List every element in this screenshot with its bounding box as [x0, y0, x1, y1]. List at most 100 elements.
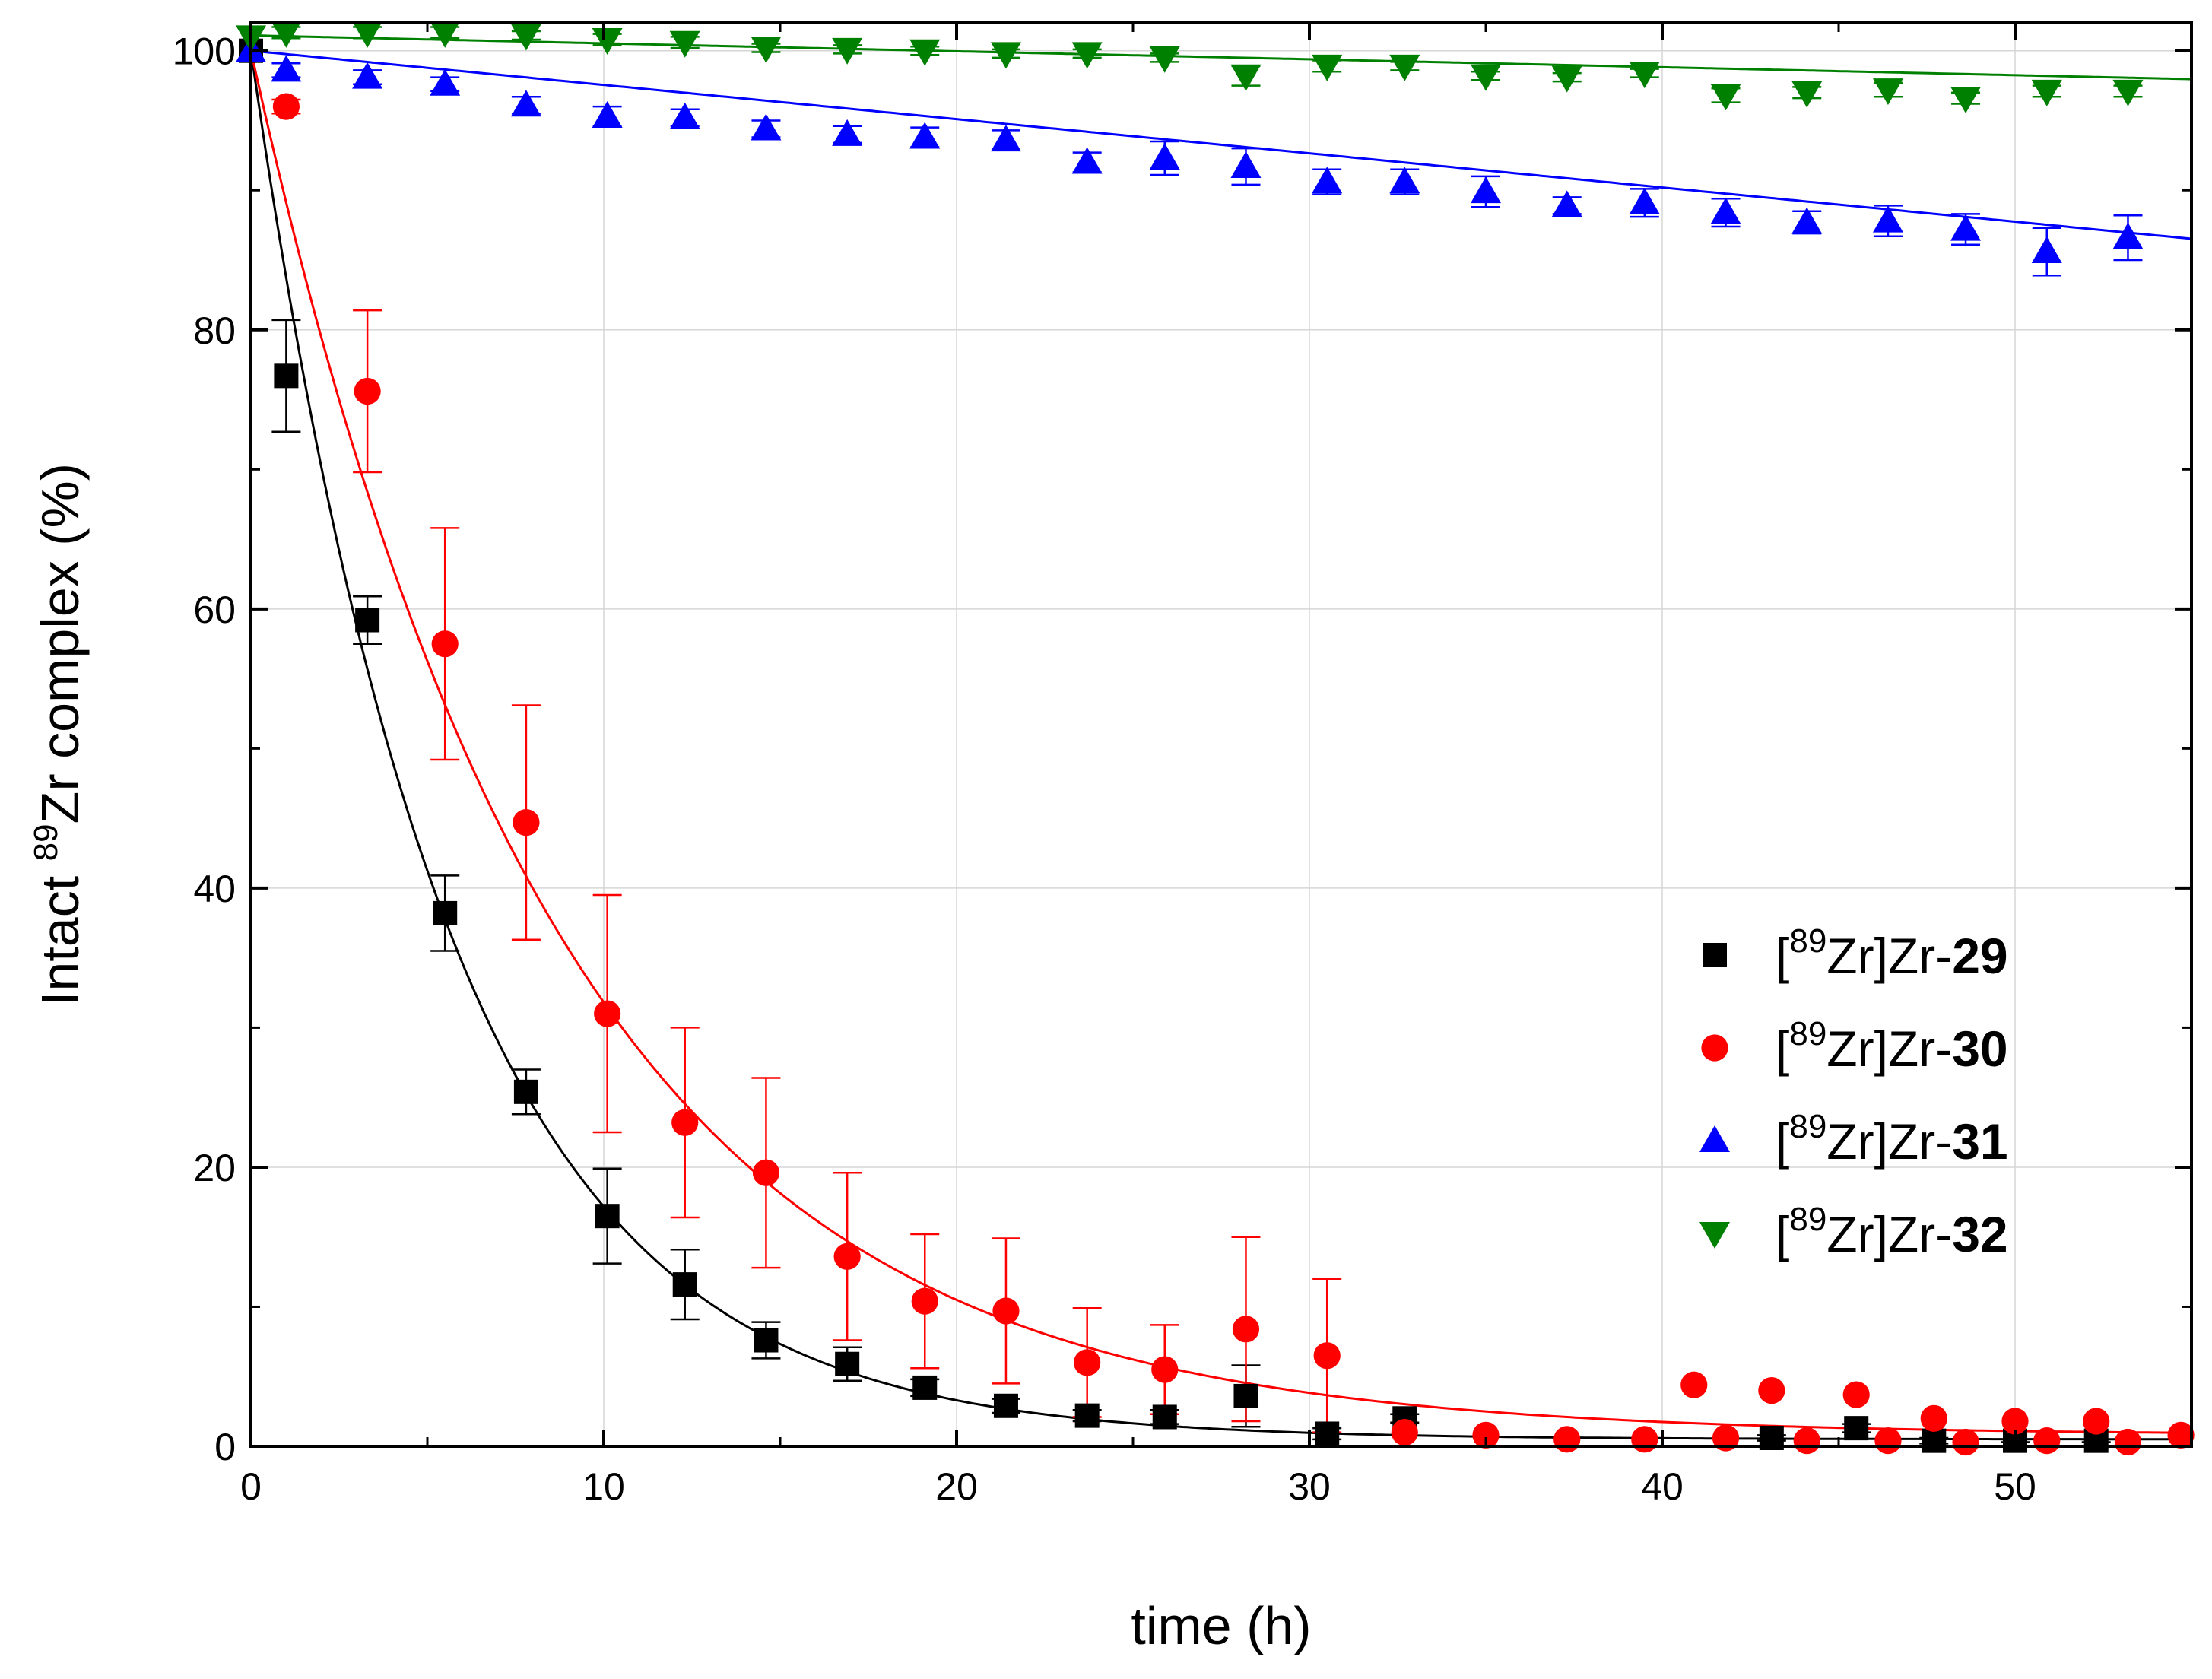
- data-point-triangle-up: [2112, 222, 2144, 249]
- data-point-circle: [1553, 1426, 1581, 1453]
- data-point-circle: [1391, 1419, 1418, 1446]
- data-point-circle: [2001, 1408, 2029, 1435]
- data-point-triangle-up: [1230, 151, 1262, 179]
- data-point-triangle-down: [1950, 87, 1982, 114]
- data-point-circle: [354, 377, 381, 405]
- legend-element: Zr]Zr-: [1826, 1020, 1952, 1077]
- legend-superscript: 89: [1789, 922, 1826, 960]
- data-point-triangle-down: [1710, 84, 1741, 111]
- data-point-triangle-down: [352, 21, 383, 48]
- y-axis-title-superscript: 89: [27, 824, 65, 861]
- data-point-triangle-down: [990, 42, 1021, 69]
- data-point-square: [1233, 1383, 1258, 1408]
- x-tick-label: 40: [1641, 1465, 1684, 1508]
- data-point-square: [835, 1351, 860, 1376]
- data-point-circle: [1151, 1356, 1179, 1383]
- fit-curve-32: [250, 34, 2192, 81]
- data-point-circle: [1631, 1426, 1658, 1453]
- data-point-triangle-down: [1312, 54, 1343, 81]
- data-point-circle: [594, 1000, 621, 1027]
- data-point-triangle-down: [751, 36, 782, 64]
- data-point-square: [355, 608, 380, 633]
- data-point-triangle-up: [510, 90, 541, 117]
- data-point-circle: [1701, 1034, 1728, 1062]
- data-point-triangle-up: [271, 55, 302, 82]
- legend-element: Zr]Zr-: [1826, 1113, 1952, 1170]
- data-point-square: [1315, 1421, 1340, 1446]
- legend-superscript: 89: [1789, 1108, 1826, 1145]
- x-tick-label: 20: [935, 1465, 978, 1508]
- data-point-triangle-down: [669, 30, 700, 58]
- data-point-triangle-down: [1149, 46, 1180, 73]
- data-point-square: [1152, 1404, 1177, 1430]
- data-point-square: [993, 1393, 1018, 1418]
- data-point-circle: [2167, 1421, 2195, 1449]
- legend-compound-number: 29: [1952, 928, 2007, 984]
- data-point-triangle-up: [1312, 167, 1343, 194]
- data-point-circle: [1472, 1421, 1500, 1449]
- data-point-square: [1922, 1428, 1947, 1453]
- data-point-triangle-up: [669, 102, 700, 129]
- data-point-triangle-down: [1471, 64, 1501, 91]
- x-axis-title: time (h): [1131, 1596, 1311, 1655]
- data-point-triangle-down: [832, 37, 863, 65]
- legend-element: Zr]Zr-: [1826, 928, 1952, 984]
- y-tick-label: 0: [214, 1426, 236, 1468]
- data-point-circle: [1074, 1349, 1101, 1376]
- fit-curve-31: [250, 49, 2192, 240]
- x-tick-label: 10: [582, 1465, 625, 1508]
- data-point-circle: [992, 1297, 1020, 1325]
- legend-bracket: [: [1776, 1206, 1789, 1262]
- data-point-circle: [1680, 1371, 1708, 1398]
- data-point-circle: [431, 630, 459, 658]
- x-tick-label: 50: [1994, 1465, 2036, 1508]
- x-tick-label: 30: [1288, 1465, 1331, 1508]
- legend-bracket: [: [1776, 928, 1789, 984]
- data-point-triangle-down: [2031, 79, 2062, 106]
- legend-label-30: [89Zr]Zr-30: [1776, 1015, 2008, 1077]
- data-point-triangle-up: [592, 100, 623, 128]
- data-point-triangle-down: [1872, 78, 1903, 106]
- legend-element: Zr]Zr-: [1826, 1206, 1952, 1262]
- legend-superscript: 89: [1789, 1015, 1826, 1052]
- data-point-circle: [671, 1109, 699, 1136]
- data-point-square: [274, 363, 299, 389]
- data-point-triangle-up: [751, 113, 782, 141]
- data-point-circle: [1842, 1381, 1870, 1408]
- y-tick-label: 20: [193, 1147, 236, 1189]
- y-tick-label: 100: [173, 30, 236, 73]
- data-point-triangle-up: [1389, 167, 1420, 194]
- data-point-circle: [513, 809, 540, 836]
- data-point-triangle-down: [1389, 54, 1420, 81]
- data-point-circle: [1952, 1428, 1979, 1456]
- data-point-square: [754, 1328, 779, 1353]
- data-point-circle: [2083, 1408, 2110, 1435]
- data-point-triangle-up: [1071, 147, 1103, 174]
- data-point-square: [672, 1272, 697, 1297]
- y-tick-label: 60: [193, 589, 236, 631]
- data-point-circle: [1758, 1376, 1785, 1404]
- data-point-triangle-down: [510, 24, 541, 51]
- data-point-triangle-down: [2112, 79, 2144, 106]
- data-point-circle: [1712, 1424, 1740, 1452]
- legend-compound-number: 30: [1952, 1020, 2007, 1077]
- data-point-square: [912, 1375, 938, 1400]
- data-point-circle: [1874, 1427, 1902, 1455]
- data-point-circle: [1920, 1404, 1947, 1432]
- tick-labels: 0 10 20 30 40 50 0 20 40 60 80 100: [173, 30, 2036, 1508]
- data-point-triangle-down: [1230, 64, 1262, 91]
- y-tick-label: 80: [193, 309, 236, 352]
- data-point-circle: [1232, 1316, 1260, 1343]
- data-point-triangle-down: [1699, 1222, 1730, 1249]
- data-point-square: [1703, 943, 1727, 967]
- data-point-circle: [833, 1243, 861, 1270]
- data-point-circle: [1313, 1342, 1341, 1370]
- data-point-square: [595, 1204, 620, 1229]
- data-point-triangle-up: [1699, 1125, 1730, 1152]
- data-point-triangle-down: [909, 39, 941, 66]
- data-point-circle: [752, 1159, 780, 1186]
- data-point-triangle-down: [1071, 42, 1103, 69]
- plot-frame: [249, 21, 2193, 1448]
- data-point-triangle-up: [1950, 214, 1982, 241]
- legend-bracket: [: [1776, 1113, 1789, 1170]
